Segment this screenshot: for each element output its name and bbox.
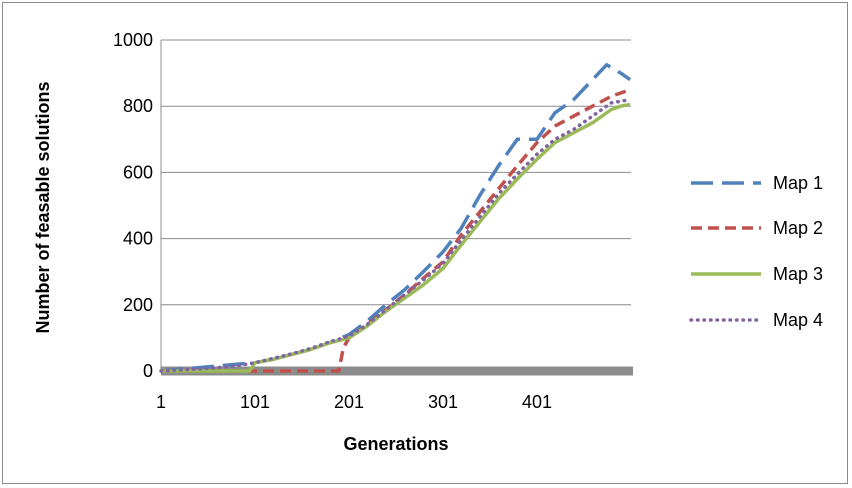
series-line-map-3 <box>161 102 631 373</box>
x-tick-label: 101 <box>240 392 270 412</box>
x-axis-title: Generations <box>343 434 448 454</box>
tick-labels: 0 200 400 600 800 1000 1 101 201 301 401 <box>113 30 552 412</box>
series-line-map-1 <box>160 63 632 373</box>
y-tick-label: 200 <box>123 295 153 315</box>
legend-label-map-2: Map 2 <box>773 218 823 238</box>
y-axis-title: Number of feasable solutions <box>33 81 53 333</box>
x-tick-label: 301 <box>428 392 458 412</box>
line-chart: 0 200 400 600 800 1000 1 101 201 301 401 Generatio… <box>33 30 823 454</box>
y-tick-label: 600 <box>123 162 153 182</box>
legend: Map 1 Map 2 Map 3 Map 4 <box>689 173 823 330</box>
y-tick-label: 1000 <box>113 30 153 50</box>
y-tick-label: 400 <box>123 229 153 249</box>
x-tick-label: 401 <box>522 392 552 412</box>
gridlines <box>161 39 631 306</box>
series-line-map-4 <box>159 97 632 373</box>
y-tick-label: 800 <box>123 96 153 116</box>
axes <box>160 40 633 376</box>
legend-label-map-3: Map 3 <box>773 264 823 284</box>
x-tick-label: 1 <box>156 392 166 412</box>
series-lines <box>159 63 632 373</box>
legend-label-map-1: Map 1 <box>773 173 823 193</box>
x-tick-label: 201 <box>334 392 364 412</box>
legend-label-map-4: Map 4 <box>773 310 823 330</box>
y-tick-label: 0 <box>143 361 153 381</box>
series-line-map-2 <box>161 88 631 373</box>
